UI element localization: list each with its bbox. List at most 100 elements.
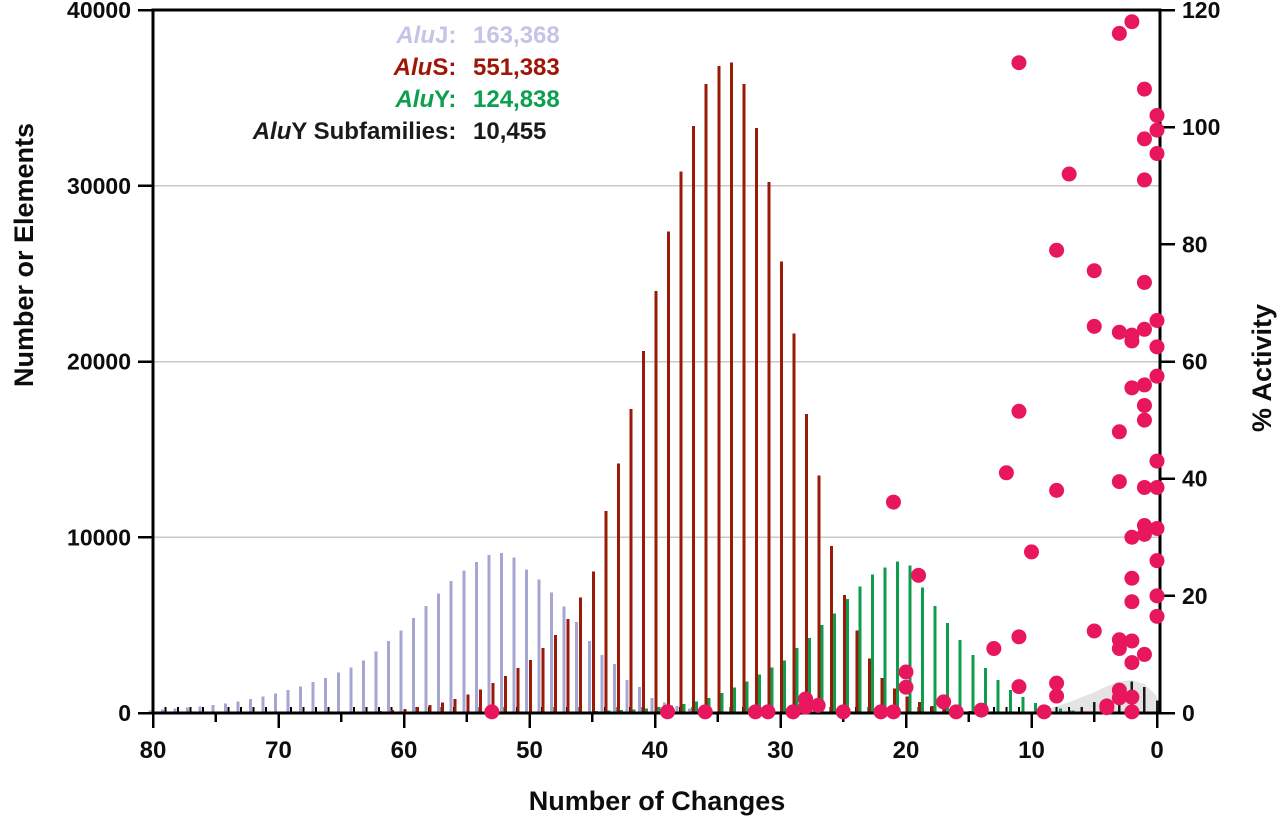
- scatter-point: [1124, 14, 1140, 30]
- scatter-point: [1149, 107, 1165, 123]
- x-tick-label: 30: [767, 737, 794, 764]
- x-tick-label: 10: [1018, 737, 1045, 764]
- legend-value: 124,838: [473, 86, 560, 113]
- scatter-point: [1124, 333, 1140, 349]
- scatter-point: [1086, 623, 1102, 639]
- scatter-point: [1149, 146, 1165, 162]
- scatter-point: [798, 699, 814, 715]
- y-right-tick-label: 80: [1182, 231, 1208, 257]
- legend-value: 10,455: [473, 118, 547, 145]
- y-right-axis-title: % Activity: [1247, 303, 1277, 433]
- scatter-point: [1136, 131, 1152, 147]
- scatter-point: [1124, 594, 1140, 610]
- scatter-point: [885, 494, 901, 510]
- scatter-point: [1136, 526, 1152, 542]
- y-left-tick-label: 40000: [67, 0, 131, 23]
- scatter-point: [1124, 633, 1140, 649]
- legend-label: AluY:: [395, 86, 463, 113]
- scatter-point: [1049, 688, 1065, 704]
- scatter-point: [1149, 453, 1165, 469]
- scatter-point: [1086, 318, 1102, 334]
- series-alus: [252, 62, 1097, 713]
- scatter-point: [1111, 474, 1127, 490]
- scatter-point: [1111, 25, 1127, 41]
- y-right-tick-label: 100: [1182, 114, 1220, 140]
- scatter-point: [1149, 122, 1165, 138]
- scatter-point: [1111, 641, 1127, 657]
- x-tick-label: 60: [391, 737, 418, 764]
- y-right-tick-label: 0: [1182, 700, 1195, 726]
- y-left-tick-label: 0: [118, 700, 131, 726]
- scatter-point: [1011, 629, 1027, 645]
- y-left-axis-ticks: 0 10000 20000 30000 40000: [67, 0, 153, 726]
- scatter-point: [1149, 588, 1165, 604]
- scatter-point: [785, 704, 801, 720]
- scatter-point: [898, 664, 914, 680]
- scatter-point: [1136, 397, 1152, 413]
- scatter-point: [1011, 55, 1027, 71]
- scatter-point: [484, 704, 500, 720]
- scatter-point: [1149, 479, 1165, 495]
- scatter-point: [747, 704, 763, 720]
- scatter-point: [1011, 679, 1027, 695]
- legend-label: AluS:: [393, 54, 463, 81]
- scatter-point: [948, 704, 964, 720]
- scatter-point: [1136, 412, 1152, 428]
- scatter-point: [1136, 172, 1152, 188]
- scatter-point: [986, 641, 1002, 657]
- legend-label: AluJ:: [396, 22, 463, 49]
- legend-item-aluy-subfamilies: AluY Subfamilies: 10,455: [155, 116, 591, 148]
- legend-item-aluy: AluY: 124,838: [155, 84, 591, 116]
- legend-label: AluY Subfamilies:: [252, 118, 463, 145]
- y-right-tick-label: 40: [1182, 466, 1208, 492]
- scatter-point: [1136, 646, 1152, 662]
- scatter-point: [1111, 690, 1127, 706]
- scatter-point: [1099, 700, 1115, 716]
- x-axis-ticks: 0 10 20 30 40 50 60 70 80: [140, 713, 1164, 764]
- y-left-tick-label: 10000: [67, 524, 131, 550]
- scatter-point: [1149, 312, 1165, 328]
- x-tick-label: 80: [140, 737, 167, 764]
- scatter-point: [873, 704, 889, 720]
- y-right-tick-label: 60: [1182, 349, 1208, 375]
- scatter-point: [1049, 675, 1065, 691]
- scatter-point: [1124, 689, 1140, 705]
- scatter-point: [1111, 324, 1127, 340]
- scatter-point: [898, 679, 914, 695]
- y-left-tick-label: 30000: [67, 173, 131, 199]
- scatter-point: [1124, 704, 1140, 720]
- x-tick-label: 20: [893, 737, 920, 764]
- y-left-axis-title: Number or Elements: [9, 122, 39, 388]
- activity-scatter: [484, 14, 1165, 720]
- scatter-point: [1011, 403, 1027, 419]
- scatter-point: [1149, 553, 1165, 569]
- legend-value: 163,368: [473, 22, 560, 49]
- scatter-point: [1086, 263, 1102, 279]
- x-tick-label: 40: [642, 737, 669, 764]
- scatter-point: [1111, 424, 1127, 440]
- scatter-point: [1149, 520, 1165, 536]
- scatter-point: [1136, 321, 1152, 337]
- scatter-point: [1124, 380, 1140, 396]
- scatter-point: [1024, 544, 1039, 560]
- scatter-point: [936, 694, 952, 710]
- scatter-point: [1136, 81, 1152, 97]
- scatter-point: [1124, 529, 1140, 545]
- scatter-point: [1036, 704, 1052, 720]
- scatter-point: [1124, 570, 1140, 586]
- scatter-point: [697, 704, 713, 720]
- scatter-point: [1149, 608, 1165, 624]
- y-right-tick-label: 120: [1182, 0, 1220, 23]
- x-axis-title: Number of Changes: [528, 786, 786, 816]
- scatter-point: [885, 704, 901, 720]
- scatter-point: [1149, 339, 1165, 355]
- scatter-point: [911, 567, 927, 583]
- x-tick-label: 0: [1150, 737, 1163, 764]
- scatter-point: [1061, 166, 1077, 182]
- scatter-point: [1124, 655, 1140, 671]
- y-left-tick-label: 20000: [67, 349, 131, 375]
- scatter-point: [1149, 368, 1165, 384]
- x-tick-label: 50: [516, 737, 543, 764]
- scatter-point: [1136, 377, 1152, 393]
